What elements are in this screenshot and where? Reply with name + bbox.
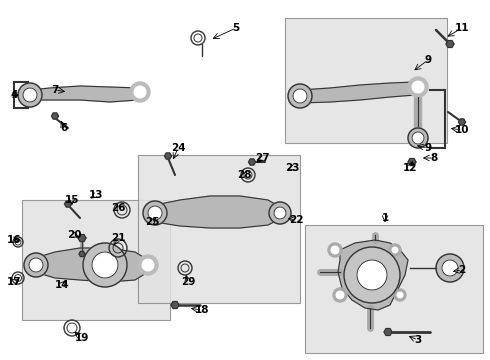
- Text: 9: 9: [424, 143, 432, 153]
- Circle shape: [134, 86, 146, 98]
- Text: 15: 15: [65, 195, 79, 205]
- Polygon shape: [150, 196, 282, 228]
- Bar: [285, 18, 447, 143]
- Circle shape: [389, 244, 401, 256]
- Circle shape: [143, 201, 167, 225]
- Polygon shape: [165, 153, 172, 159]
- Circle shape: [357, 260, 387, 290]
- Text: 10: 10: [455, 125, 469, 135]
- Circle shape: [24, 253, 48, 277]
- Text: 20: 20: [67, 230, 81, 240]
- Circle shape: [412, 81, 424, 93]
- Polygon shape: [78, 234, 86, 242]
- Circle shape: [18, 83, 42, 107]
- Polygon shape: [296, 82, 420, 103]
- Text: 3: 3: [415, 335, 421, 345]
- Text: 19: 19: [75, 333, 89, 343]
- Circle shape: [293, 89, 307, 103]
- Text: 4: 4: [10, 90, 18, 100]
- Polygon shape: [459, 119, 466, 125]
- Polygon shape: [408, 158, 416, 166]
- Circle shape: [92, 252, 118, 278]
- Text: 12: 12: [403, 163, 417, 173]
- Circle shape: [412, 132, 424, 144]
- Circle shape: [328, 243, 342, 257]
- Text: 21: 21: [111, 233, 125, 243]
- Circle shape: [336, 291, 344, 299]
- Text: 25: 25: [145, 217, 159, 227]
- Text: 23: 23: [285, 163, 299, 173]
- Circle shape: [29, 258, 43, 272]
- Circle shape: [344, 247, 400, 303]
- Polygon shape: [65, 201, 72, 207]
- Text: 26: 26: [111, 203, 125, 213]
- Text: 8: 8: [430, 153, 438, 163]
- Circle shape: [138, 255, 158, 275]
- Text: 17: 17: [7, 277, 21, 287]
- Circle shape: [408, 128, 428, 148]
- Text: 7: 7: [51, 85, 59, 95]
- Circle shape: [274, 207, 286, 219]
- Text: 13: 13: [89, 190, 103, 200]
- Text: 28: 28: [237, 170, 251, 180]
- Circle shape: [288, 84, 312, 108]
- Text: 16: 16: [7, 235, 21, 245]
- Polygon shape: [26, 86, 142, 102]
- Circle shape: [436, 254, 464, 282]
- Polygon shape: [446, 41, 454, 48]
- Text: 22: 22: [289, 215, 303, 225]
- Circle shape: [442, 260, 458, 276]
- Circle shape: [331, 246, 339, 254]
- Text: 5: 5: [232, 23, 240, 33]
- Polygon shape: [79, 251, 85, 257]
- Text: 14: 14: [55, 280, 69, 290]
- Circle shape: [392, 247, 398, 253]
- Polygon shape: [32, 248, 148, 282]
- Text: 27: 27: [255, 153, 270, 163]
- Circle shape: [408, 77, 428, 97]
- Circle shape: [83, 243, 127, 287]
- Polygon shape: [248, 159, 255, 165]
- Circle shape: [148, 206, 162, 220]
- Text: 11: 11: [455, 23, 469, 33]
- Circle shape: [130, 82, 150, 102]
- Circle shape: [394, 289, 406, 301]
- Circle shape: [23, 88, 37, 102]
- Text: 1: 1: [381, 213, 389, 223]
- Polygon shape: [51, 113, 58, 119]
- Text: 29: 29: [181, 277, 195, 287]
- Bar: [305, 225, 483, 353]
- Polygon shape: [384, 329, 392, 336]
- Circle shape: [333, 288, 347, 302]
- Text: 2: 2: [458, 265, 466, 275]
- Circle shape: [397, 292, 403, 298]
- Polygon shape: [338, 240, 408, 310]
- Bar: [138, 155, 300, 303]
- Bar: [22, 200, 170, 320]
- Text: 24: 24: [171, 143, 185, 153]
- Circle shape: [269, 202, 291, 224]
- Text: 6: 6: [60, 123, 68, 133]
- Circle shape: [142, 259, 154, 271]
- Polygon shape: [171, 302, 179, 309]
- Text: 18: 18: [195, 305, 209, 315]
- Text: 9: 9: [424, 55, 432, 65]
